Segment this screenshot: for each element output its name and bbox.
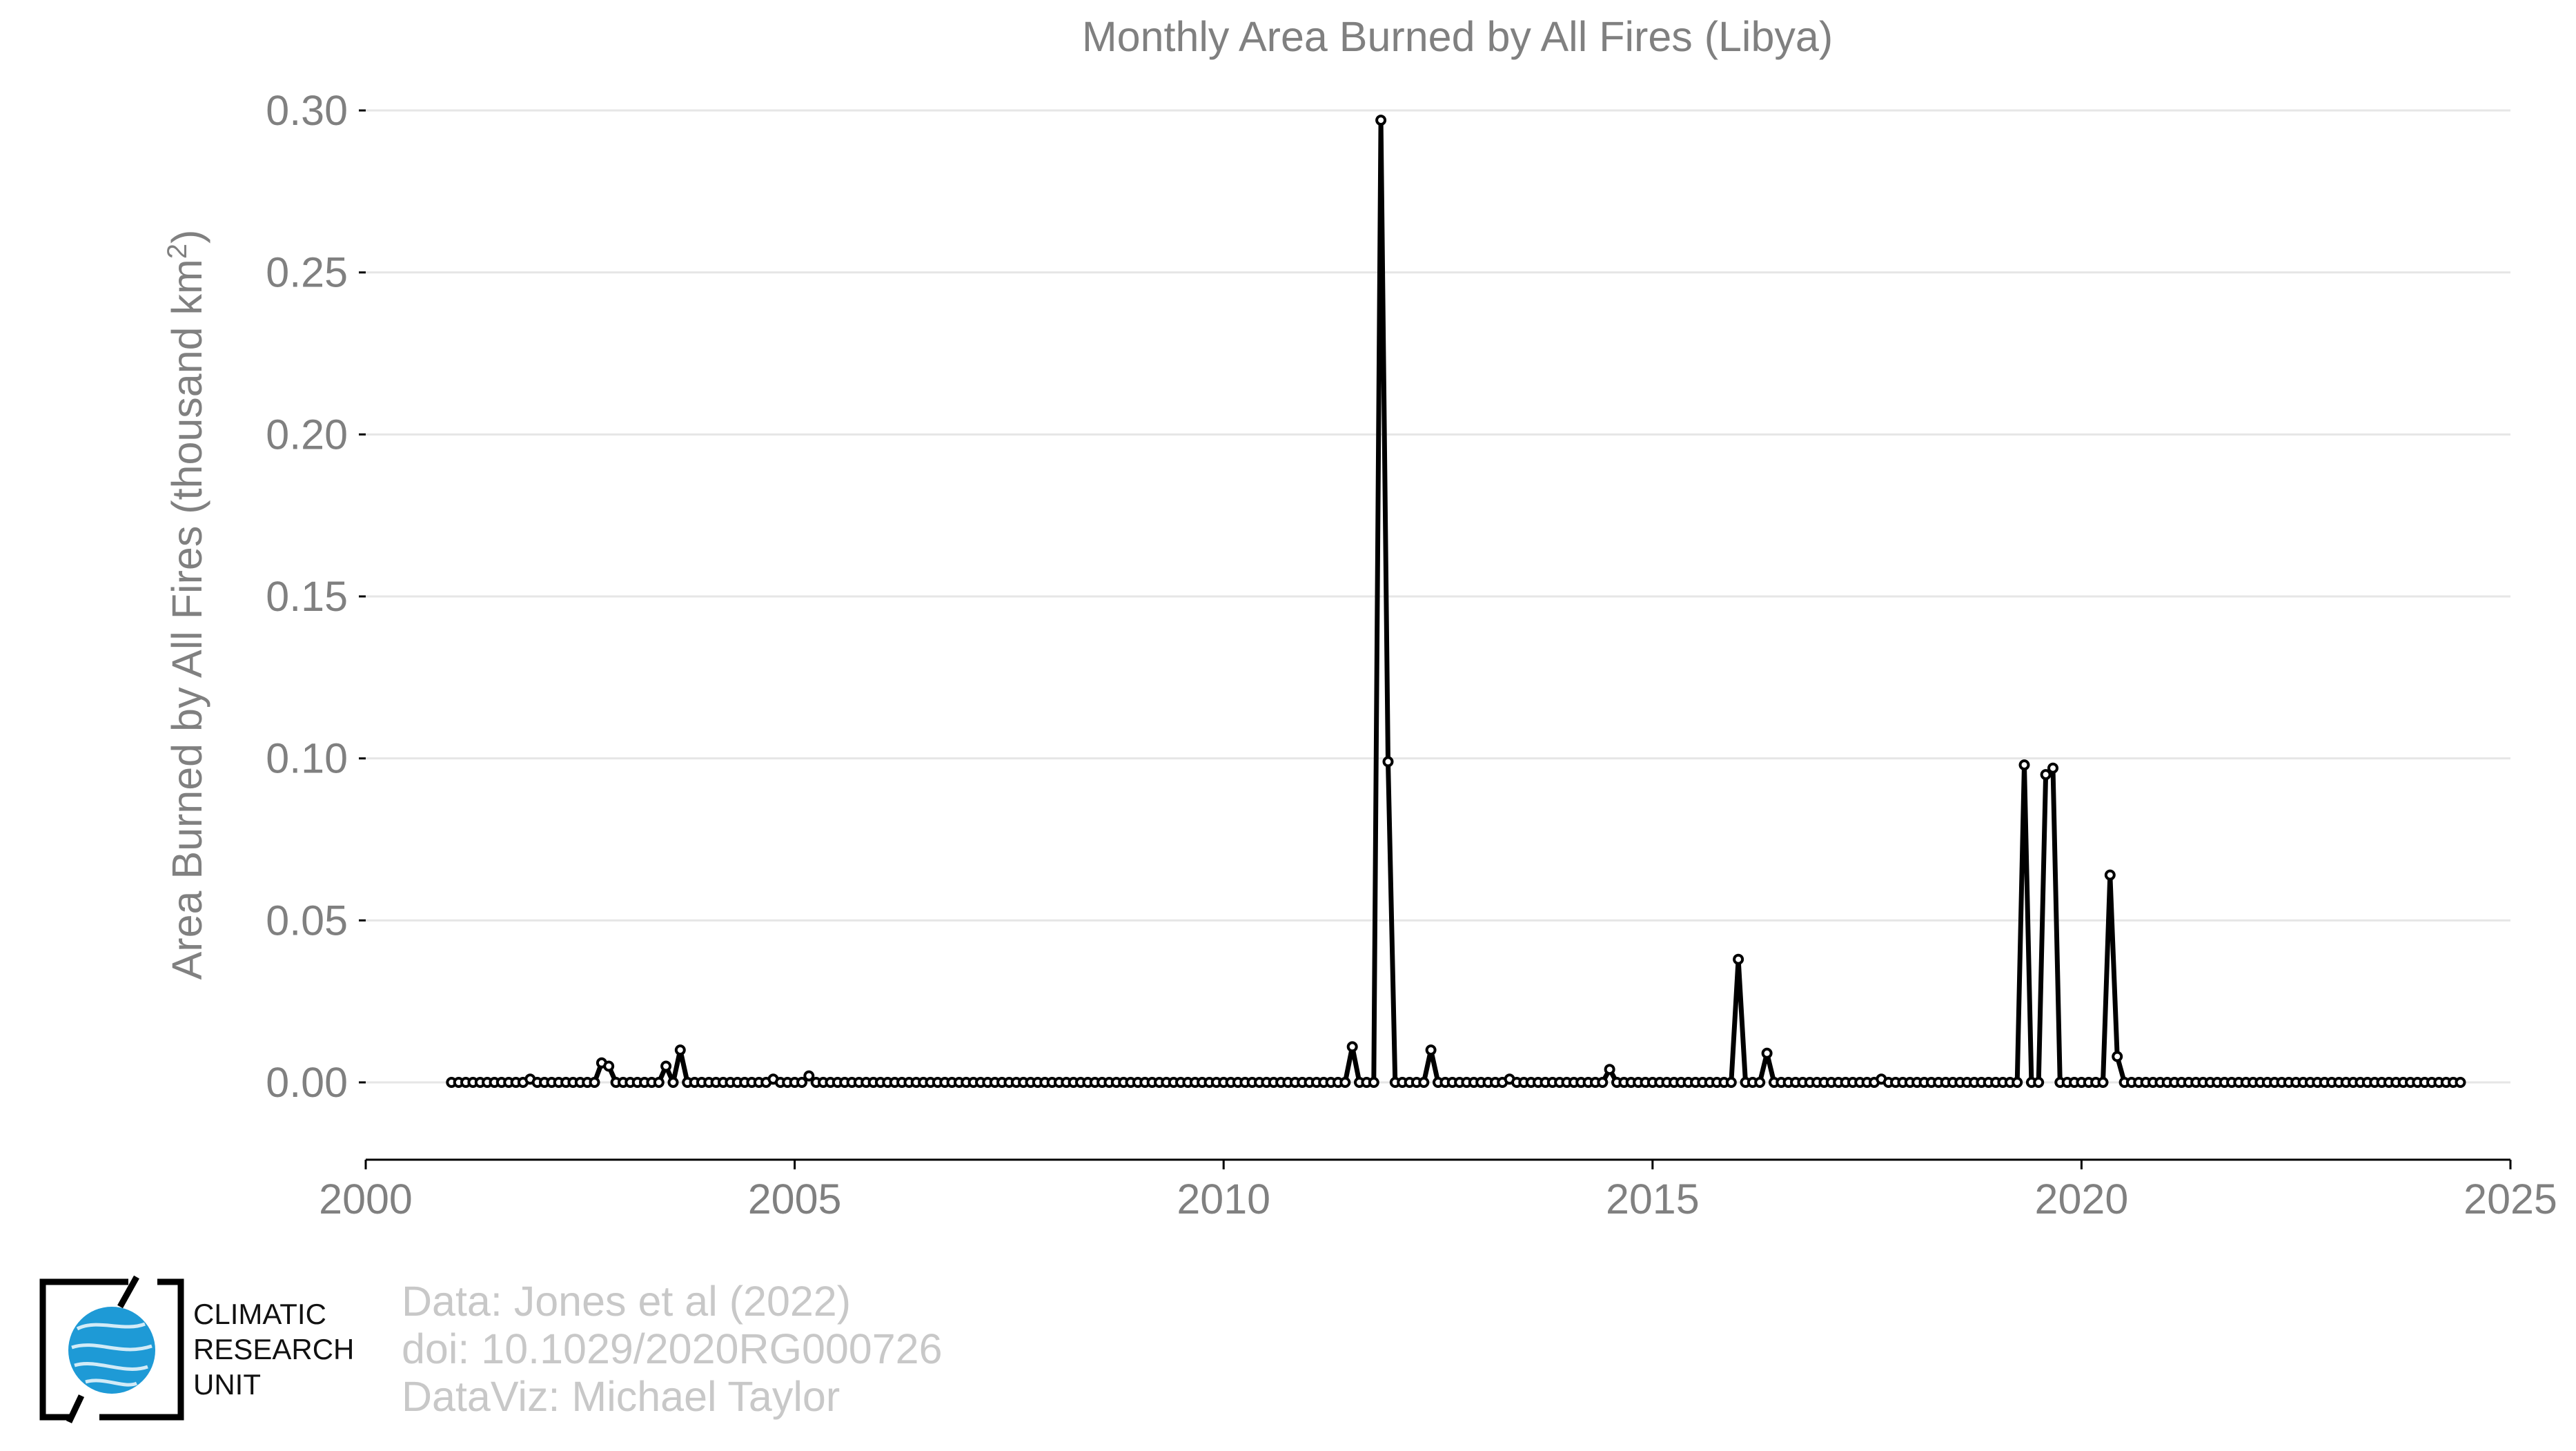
credit-doi: doi: 10.1029/2020RG000726 (402, 1325, 943, 1372)
logo-text-unit: UNIT (193, 1368, 261, 1401)
y-axis-label-superscript: 2 (162, 244, 193, 259)
logo-text-research: RESEARCH (193, 1333, 354, 1365)
x-axis: 2000 2005 2010 2015 2020 2025 (319, 1158, 2557, 1223)
x-tick-label: 2005 (748, 1176, 842, 1223)
data-point (796, 1077, 807, 1088)
y-axis-label-close: ) (164, 230, 210, 244)
globe-swirl (71, 1322, 153, 1387)
data-point (1339, 1077, 1351, 1088)
y-tick-label: 0.25 (266, 249, 348, 296)
data-point (653, 1077, 665, 1088)
data-point (667, 1077, 679, 1088)
data-point (1425, 1044, 1437, 1056)
data-point (1375, 115, 1387, 126)
data-point (2040, 769, 2052, 781)
data-point (674, 1044, 686, 1056)
chart-title: Monthly Area Burned by All Fires (Libya) (1082, 13, 1833, 60)
y-tick-labels: 0.00 0.05 0.10 0.15 0.20 0.25 0.30 (266, 87, 366, 1106)
y-tick-label: 0.20 (266, 411, 348, 458)
data-point (2112, 1051, 2123, 1062)
cru-logo: CLIMATIC RESEARCH UNIT (39, 1275, 354, 1423)
y-tick-label: 0.05 (266, 897, 348, 944)
data-point (1604, 1064, 1615, 1075)
logo-frame (39, 1278, 184, 1421)
x-tick-label: 2025 (2464, 1176, 2557, 1223)
data-point (803, 1070, 815, 1082)
data-point (2097, 1077, 2109, 1088)
data-point (1346, 1041, 1358, 1053)
data-point (2047, 762, 2058, 774)
data-point (589, 1077, 600, 1088)
x-tick-label: 2015 (1606, 1176, 1700, 1223)
data-point (1761, 1047, 1773, 1059)
data-point (1725, 1077, 1737, 1088)
data-point (2012, 1077, 2023, 1088)
x-tick-label: 2000 (319, 1176, 413, 1223)
x-tick-label: 2010 (1177, 1176, 1270, 1223)
data-point (1382, 756, 1394, 768)
logo-slash-top (117, 1275, 139, 1309)
credit-dataviz: DataViz: Michael Taylor (402, 1373, 840, 1420)
credit-data-source: Data: Jones et al (2022) (402, 1278, 851, 1325)
series-area-burned (446, 115, 2466, 1088)
x-tick-label: 2020 (2035, 1176, 2129, 1223)
y-tick-label: 0.00 (266, 1059, 348, 1106)
data-point (1754, 1077, 1766, 1088)
y-tick-label: 0.10 (266, 735, 348, 782)
grid-lines (366, 109, 2510, 1084)
y-tick-label: 0.30 (266, 87, 348, 134)
data-point (1418, 1077, 1430, 1088)
data-point (660, 1060, 672, 1072)
series-line (451, 117, 2461, 1085)
globe-icon (68, 1307, 155, 1394)
data-point (603, 1060, 615, 1072)
data-point (1733, 953, 1744, 965)
y-axis-label: Area Burned by All Fires (thousand km2) (162, 230, 210, 980)
logo-text-climatic: CLIMATIC (193, 1298, 326, 1330)
data-point (2033, 1077, 2045, 1088)
logo-slash-bottom (66, 1394, 85, 1423)
data-point (2455, 1077, 2466, 1088)
data-point (2104, 869, 2116, 881)
data-point (2018, 759, 2030, 771)
y-tick-label: 0.15 (266, 573, 348, 620)
data-point (1597, 1077, 1609, 1088)
data-point (1368, 1077, 1379, 1088)
